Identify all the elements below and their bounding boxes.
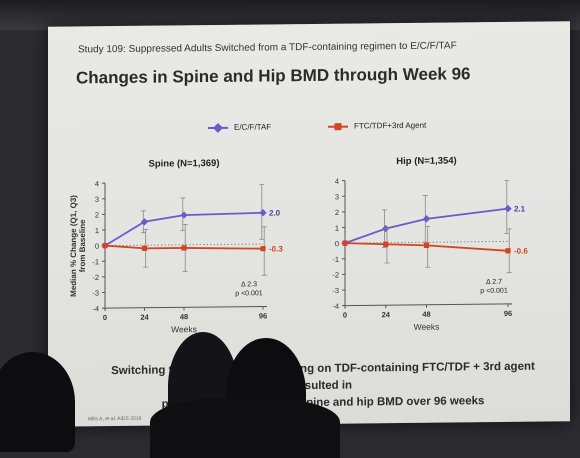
panel1-delta-label: Δ 2.3	[241, 281, 257, 288]
panel2-pvalue-label: p <0.001	[480, 288, 508, 295]
panel2-x-axis-label: Weeks	[414, 322, 440, 332]
panel1-point-s1	[180, 211, 187, 218]
panel1-x-tick-label: 24	[140, 313, 149, 322]
panel1-point-s2	[181, 245, 186, 250]
panel2-point-s2	[505, 248, 510, 253]
panel2-x-tick-label: 24	[382, 310, 391, 319]
panel2-y-tick-label: -3	[332, 286, 339, 295]
panel1-y-tick-label: 4	[95, 179, 99, 188]
panel1-y-tick-label: 2	[95, 210, 99, 219]
panel2-x-tick-label: 0	[343, 311, 347, 320]
panel1-end-value-label-2: -0.3	[269, 244, 283, 253]
panel1-y-tick-label: -2	[92, 273, 99, 282]
slide-footnote: Mills A, et al. AIDS 2016	[88, 416, 141, 423]
projected-slide: Study 109: Suppressed Adults Switched fr…	[48, 21, 570, 426]
panel1-y-tick-label: 3	[95, 195, 99, 204]
panel2-chart-title: Hip (N=1,354)	[396, 155, 456, 167]
panel2-x-axis	[345, 304, 512, 306]
panel1-y-tick-label: -3	[92, 289, 99, 298]
panel1-end-value-label-1: 2.0	[269, 209, 281, 218]
panel2-y-tick-label: 1	[335, 224, 339, 233]
panel1-y-tick-label: 0	[95, 242, 99, 251]
panel1-y-tick-label: -1	[92, 257, 99, 266]
panel2-point-s2	[424, 243, 429, 248]
panel2-series-line-1	[345, 209, 508, 244]
panel2-y-tick-label: 3	[335, 192, 339, 201]
panel2-point-s1	[423, 215, 430, 222]
panel1-x-tick-label: 96	[259, 311, 267, 320]
panel2-y-tick-label: 0	[335, 239, 339, 248]
panel1-point-s2	[260, 246, 265, 251]
panel2-y-tick-label: -1	[332, 255, 339, 264]
panel2-x-tick-label: 48	[422, 310, 430, 319]
panel2-point-s2	[383, 242, 388, 247]
panel1-y-tick-label: -4	[92, 304, 99, 313]
panel2-end-value-label-1: 2.1	[514, 204, 526, 213]
panel1-x-axis	[105, 306, 267, 308]
panel1-y-tick-label: 1	[95, 226, 99, 235]
panel2-x-tick-label: 96	[504, 309, 512, 318]
panel2-delta-label: Δ 2.7	[486, 279, 502, 286]
panel2-y-tick-label: 4	[335, 177, 339, 186]
panel2-point-s1	[504, 205, 511, 212]
panel1-x-tick-label: 0	[103, 313, 107, 322]
panel2-y-tick-label: 2	[335, 208, 339, 217]
panel1-point-s2	[102, 243, 107, 248]
panel2-y-tick-label: -4	[332, 302, 339, 311]
panel1-chart-title: Spine (N=1,369)	[148, 158, 219, 170]
audience-shoulders	[150, 398, 340, 458]
panel1-y-axis-label: Median % Change (Q1, Q3)from Baseline	[69, 195, 87, 297]
panel2-y-tick-label: -2	[332, 270, 339, 279]
panel1-point-s1	[259, 209, 266, 216]
caption-line-1: Switching to E/C/F/TAF vs. remaining on …	[88, 358, 558, 397]
panel2-point-s2	[342, 240, 347, 245]
panel2-end-value-label-2: -0.6	[514, 247, 528, 256]
panel1-pvalue-label: p <0.001	[235, 290, 263, 297]
panel1-x-tick-label: 48	[180, 312, 188, 321]
panel1-point-s2	[142, 246, 147, 251]
